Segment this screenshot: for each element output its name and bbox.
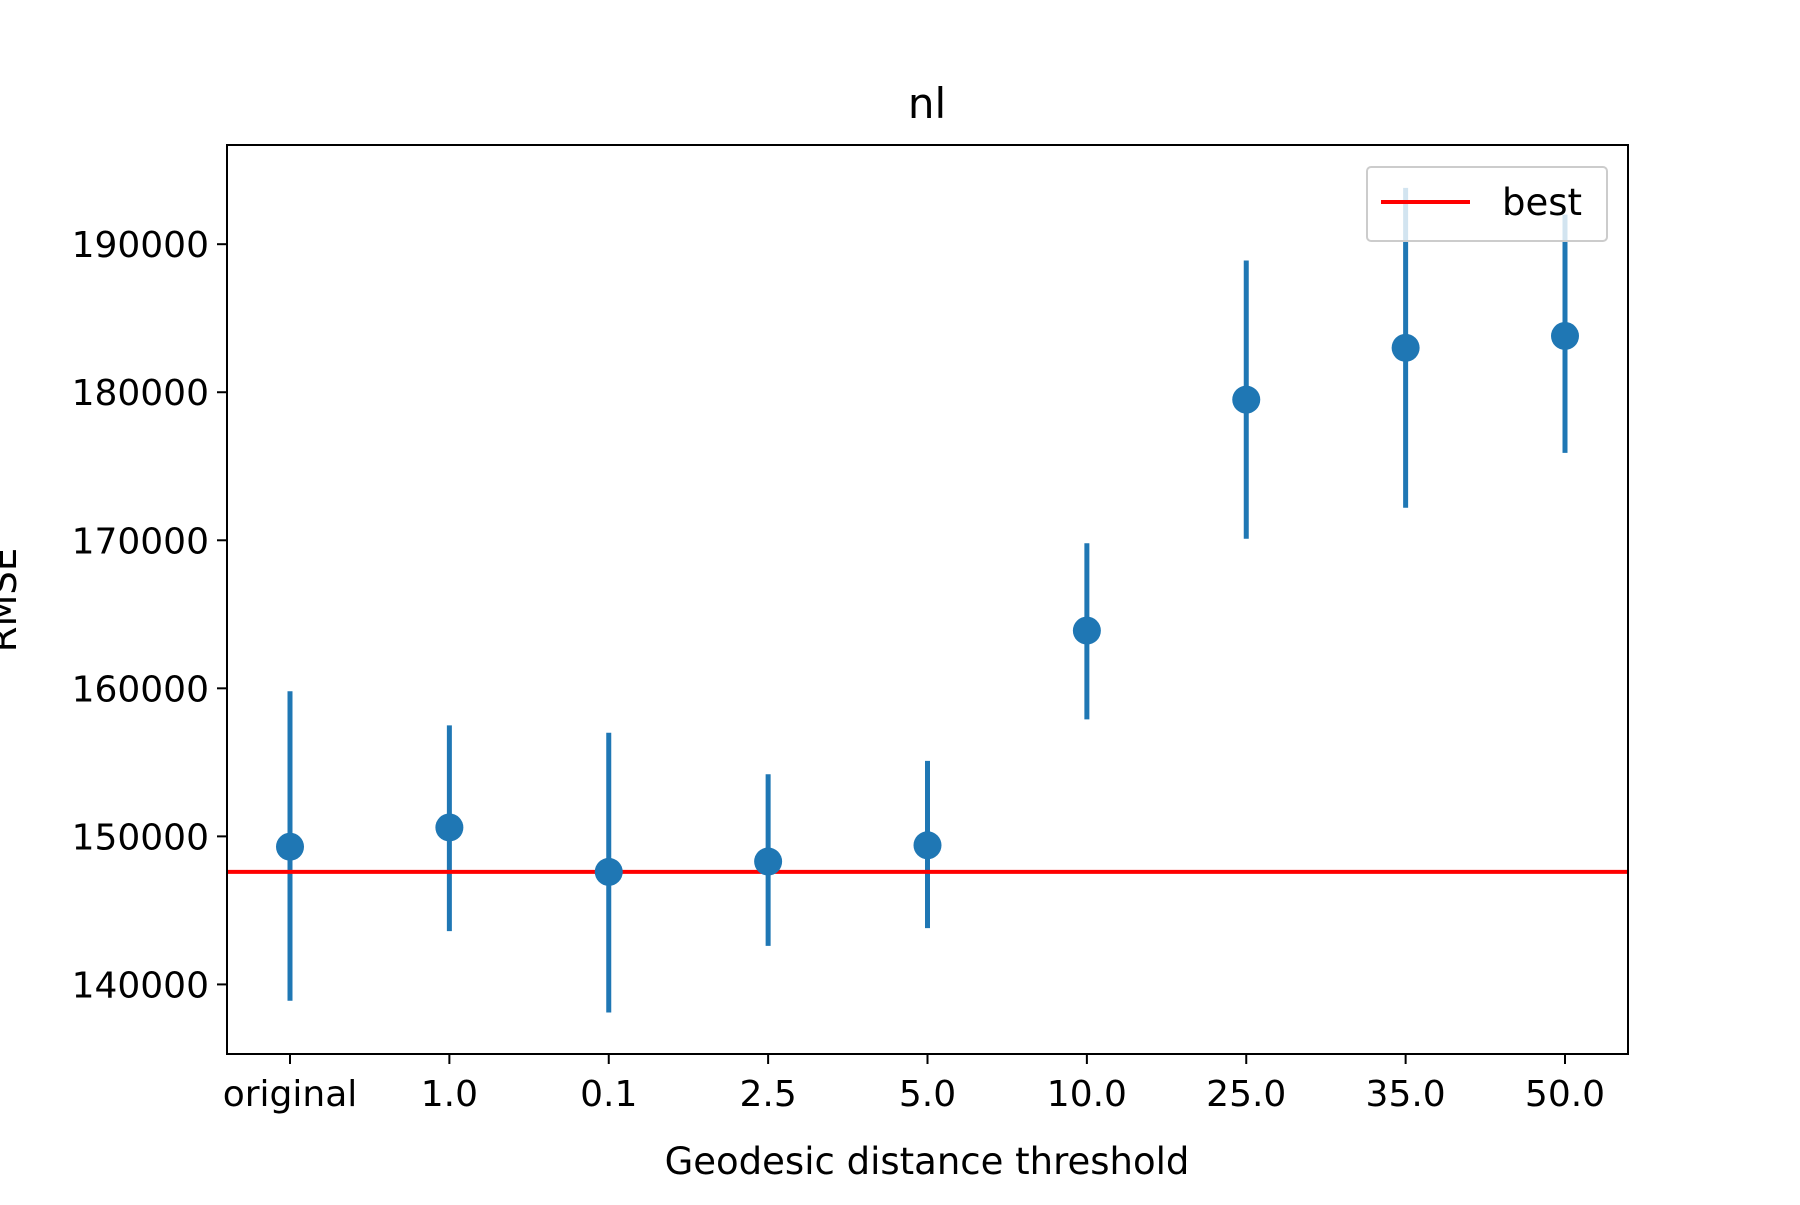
plot-marks <box>227 187 1628 1013</box>
x-tick-label: 5.0 <box>899 1074 956 1115</box>
data-point <box>754 847 783 876</box>
y-tick-label: 180000 <box>72 373 209 414</box>
x-tick-label: 25.0 <box>1206 1074 1286 1115</box>
data-point <box>1551 321 1579 350</box>
x-tick-label: 10.0 <box>1047 1074 1127 1115</box>
y-tick-label: 150000 <box>72 817 209 858</box>
y-tick-label: 160000 <box>72 669 209 710</box>
legend: best <box>1366 166 1608 242</box>
legend-box <box>1366 166 1608 242</box>
x-axis-label: Geodesic distance threshold <box>665 1140 1190 1183</box>
x-tick-label: 2.5 <box>739 1074 796 1115</box>
data-point <box>594 857 623 886</box>
data-point <box>276 832 304 861</box>
y-ticks: 140000 150000 160000 170000 180000 190000 <box>72 225 227 1006</box>
data-point <box>1072 616 1101 645</box>
x-tick-label: 35.0 <box>1366 1074 1446 1115</box>
y-axis-label: RMSE <box>0 548 25 653</box>
y-tick-label: 190000 <box>72 225 209 266</box>
y-tick-label: 140000 <box>72 965 209 1006</box>
data-point <box>1391 333 1420 362</box>
x-tick-label: original <box>223 1074 358 1115</box>
chart-title: nl <box>908 79 946 128</box>
x-ticks: original 1.0 0.1 2.5 5.0 10.0 25.0 35.0 50.0 <box>223 1054 1605 1115</box>
legend-label-best: best <box>1502 181 1582 224</box>
plot-frame <box>226 144 1629 1055</box>
data-point <box>1232 385 1261 414</box>
x-tick-label: 0.1 <box>580 1074 637 1115</box>
data-point <box>435 813 464 842</box>
x-tick-label: 1.0 <box>421 1074 478 1115</box>
data-point <box>913 831 942 860</box>
y-tick-label: 170000 <box>72 521 209 562</box>
x-tick-label: 50.0 <box>1525 1074 1605 1115</box>
